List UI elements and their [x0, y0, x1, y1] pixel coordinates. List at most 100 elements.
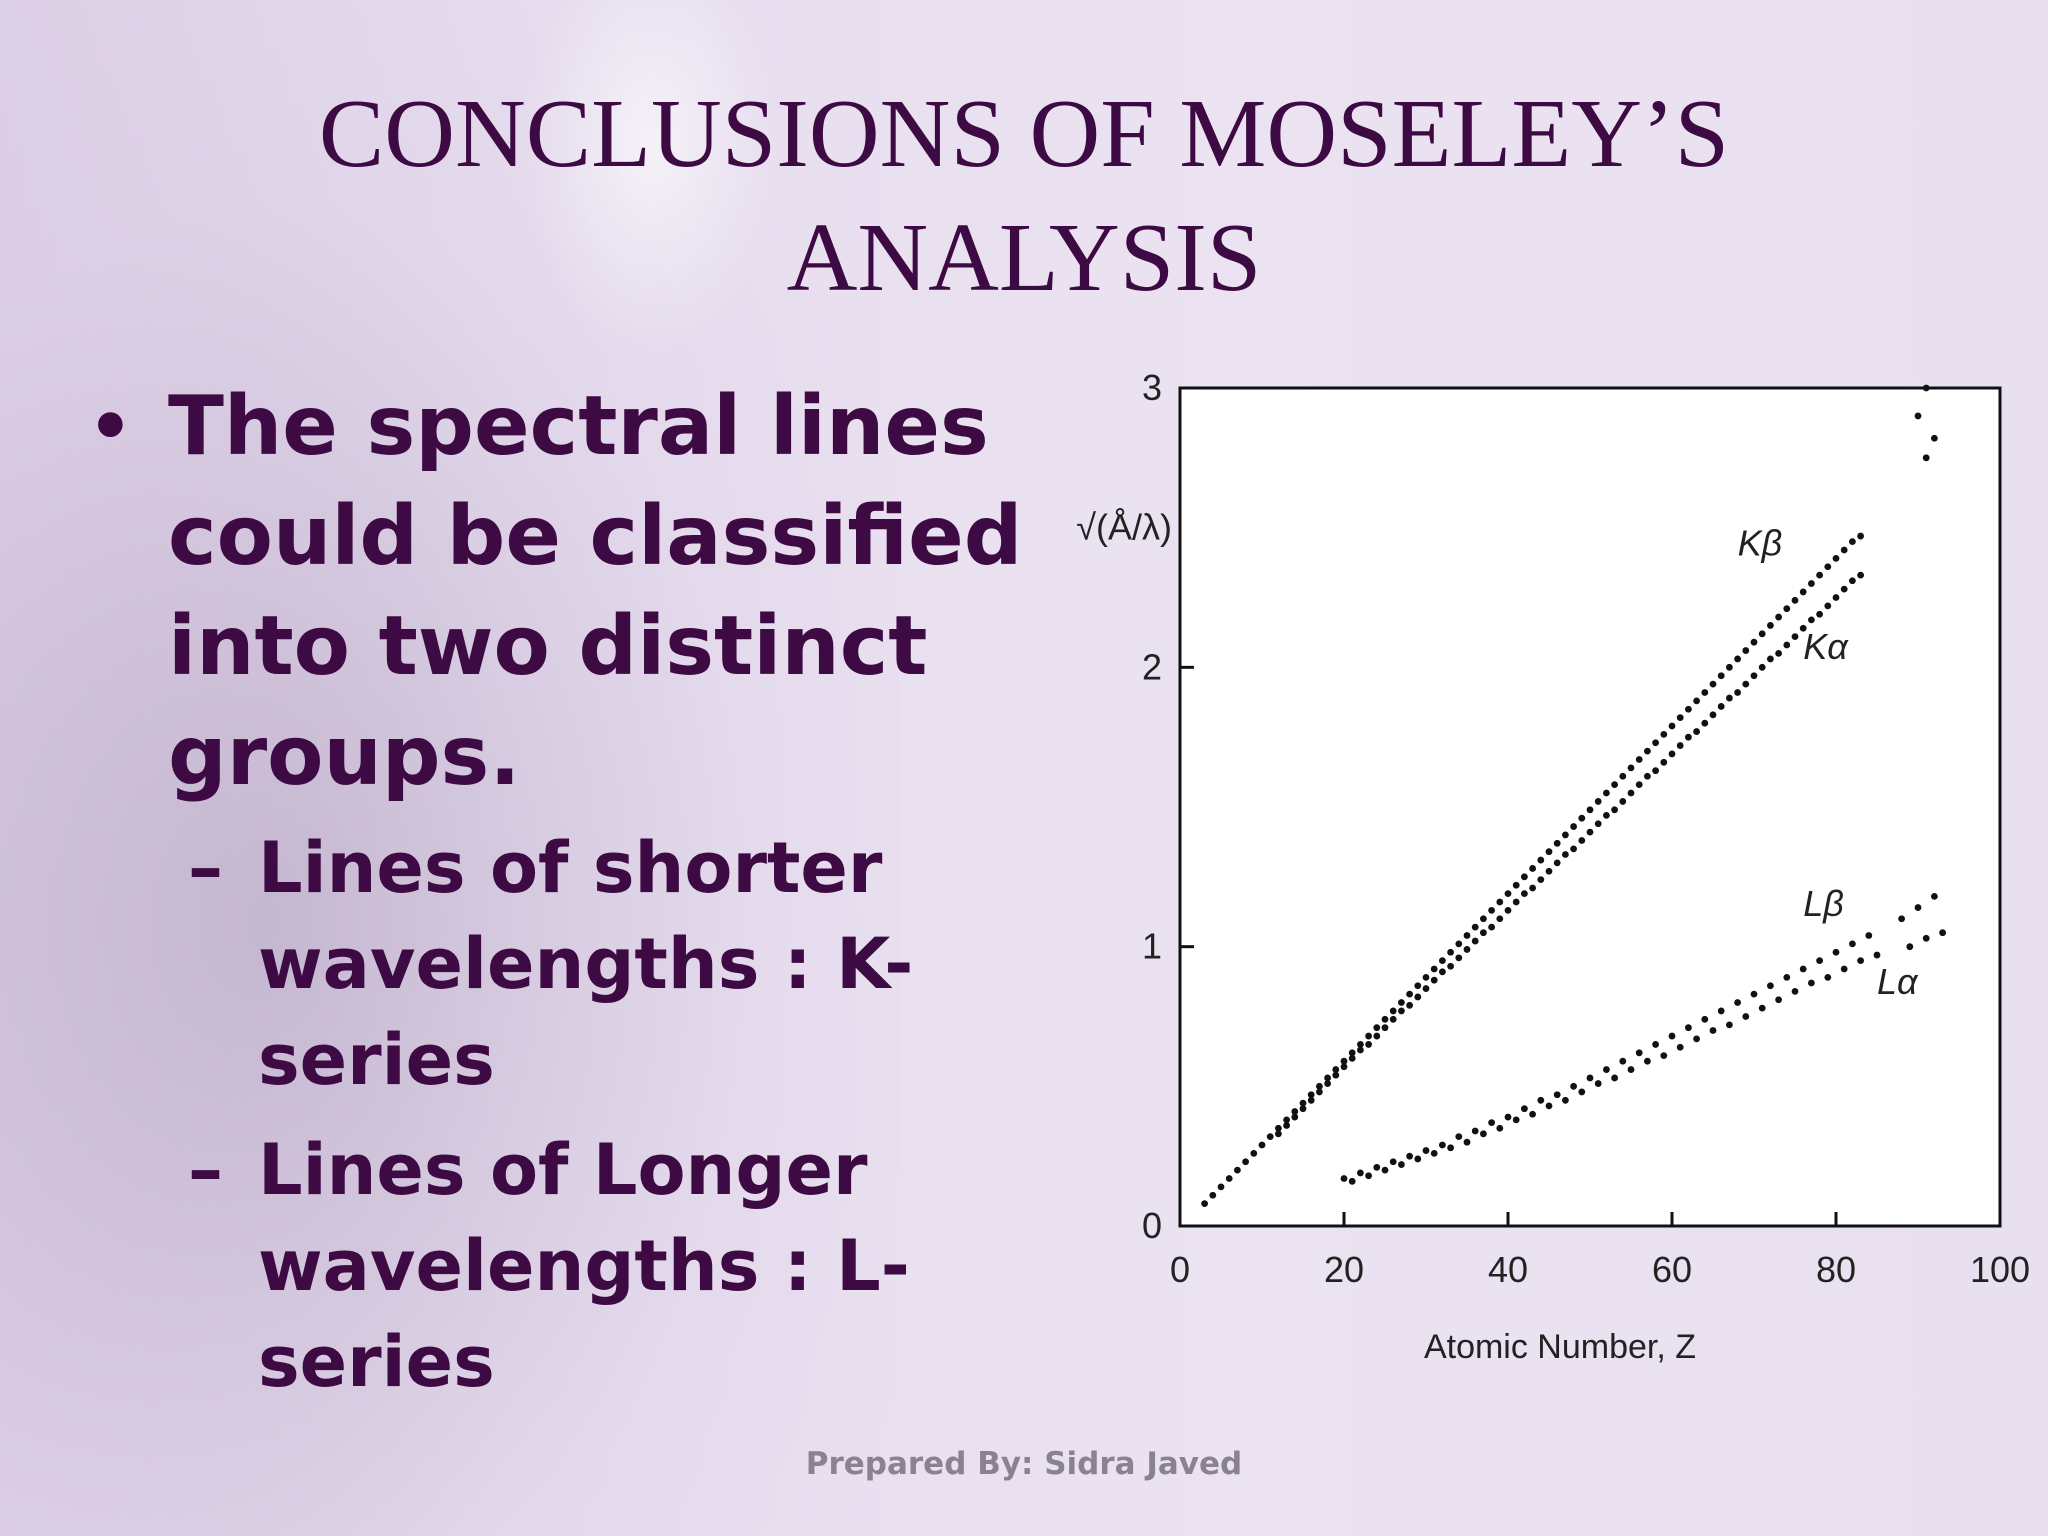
data-point [1373, 1024, 1381, 1032]
data-point [1709, 711, 1717, 719]
data-point [1816, 957, 1823, 965]
data-point [1750, 638, 1758, 646]
bullet-main: • The spectral lines could be classified… [88, 372, 1088, 812]
data-point [1553, 859, 1561, 867]
data-point [1758, 630, 1766, 638]
y-tick-label: 2 [1142, 646, 1162, 687]
data-point [1668, 722, 1676, 730]
data-point [1619, 798, 1627, 805]
x-tick-label: 20 [1324, 1249, 1364, 1290]
data-point [1922, 934, 1930, 942]
data-point [1496, 898, 1504, 906]
data-point [1439, 968, 1446, 976]
data-point [1619, 1057, 1627, 1065]
data-point [1750, 990, 1758, 998]
data-point [1685, 705, 1692, 713]
data-point [1488, 1119, 1495, 1127]
data-point [1701, 1015, 1709, 1023]
data-point [1389, 1015, 1397, 1023]
data-point [1455, 940, 1463, 948]
data-point [1381, 1024, 1389, 1032]
data-point [1791, 596, 1799, 604]
data-point [1545, 1102, 1553, 1110]
data-point [1734, 999, 1741, 1006]
data-point [1799, 965, 1807, 973]
data-point [1299, 1099, 1307, 1107]
data-point [1217, 1183, 1225, 1191]
data-point [1914, 412, 1922, 420]
moseley-chart: 0 20 40 60 80 100 0 1 2 3 Atomic Number, Z √(Å/λ) Kβ… [1076, 367, 2030, 1366]
data-point [1717, 1007, 1725, 1015]
data-point [1644, 772, 1651, 780]
data-point [1627, 764, 1635, 772]
data-point [1767, 982, 1774, 990]
data-point [1521, 873, 1528, 881]
data-point [1734, 655, 1741, 663]
data-point [1307, 1091, 1315, 1099]
data-point [1701, 689, 1709, 696]
data-point [1840, 965, 1848, 973]
data-point [1627, 1066, 1635, 1073]
data-point [1340, 1063, 1348, 1071]
data-point [1537, 856, 1545, 864]
data-point [1455, 954, 1463, 962]
data-point [1398, 1161, 1405, 1168]
data-point [1389, 1007, 1397, 1015]
data-point [1594, 1080, 1602, 1087]
data-point [1922, 454, 1930, 462]
data-point [1849, 940, 1856, 948]
data-point [1652, 739, 1659, 747]
data-point [1660, 758, 1668, 766]
data-point [1504, 1113, 1512, 1121]
data-point [1307, 1096, 1315, 1104]
data-point [1225, 1175, 1233, 1182]
data-point [1873, 951, 1881, 959]
data-point [1685, 1024, 1692, 1032]
data-point [1619, 772, 1627, 780]
data-point [1824, 973, 1832, 981]
data-point [1381, 1015, 1389, 1023]
data-point [1512, 881, 1520, 889]
data-point [1791, 987, 1799, 995]
data-point [1357, 1046, 1364, 1054]
data-point [1857, 571, 1864, 579]
data-point [1849, 538, 1856, 546]
data-point [1447, 962, 1454, 970]
data-point [1471, 1127, 1479, 1135]
data-point [1594, 820, 1602, 828]
data-point [1553, 1091, 1561, 1099]
data-point [1709, 680, 1717, 688]
data-point [1758, 1004, 1766, 1012]
data-point [1922, 384, 1930, 392]
data-point [1857, 957, 1864, 965]
footer-credit: Prepared By: Sidra Javed [805, 1446, 1243, 1482]
data-point [1496, 915, 1504, 923]
data-point [1635, 781, 1643, 789]
data-point [1685, 733, 1692, 741]
data-point [1799, 588, 1807, 596]
data-point [1898, 915, 1905, 923]
data-point [1471, 923, 1479, 931]
data-point [1537, 1096, 1545, 1104]
data-point [1832, 594, 1840, 601]
data-point [1644, 747, 1651, 755]
data-point [1660, 730, 1668, 738]
data-point [1857, 532, 1864, 540]
x-tick-label: 60 [1652, 1249, 1692, 1290]
series-label: Kβ [1738, 523, 1783, 564]
data-point [1742, 647, 1750, 654]
data-point [1635, 1049, 1643, 1057]
data-point [1791, 633, 1799, 641]
x-tick-label: 40 [1488, 1249, 1528, 1290]
data-point [1373, 1032, 1381, 1040]
data-point [1840, 546, 1848, 554]
series-label: Lβ [1803, 883, 1844, 924]
data-point [1283, 1122, 1290, 1129]
data-point [1865, 932, 1873, 939]
dash-icon: – [188, 1129, 223, 1211]
data-point [1816, 610, 1823, 618]
data-point [1316, 1082, 1323, 1090]
data-point [1529, 884, 1536, 892]
data-point [1398, 1007, 1405, 1015]
data-point [1553, 839, 1561, 847]
